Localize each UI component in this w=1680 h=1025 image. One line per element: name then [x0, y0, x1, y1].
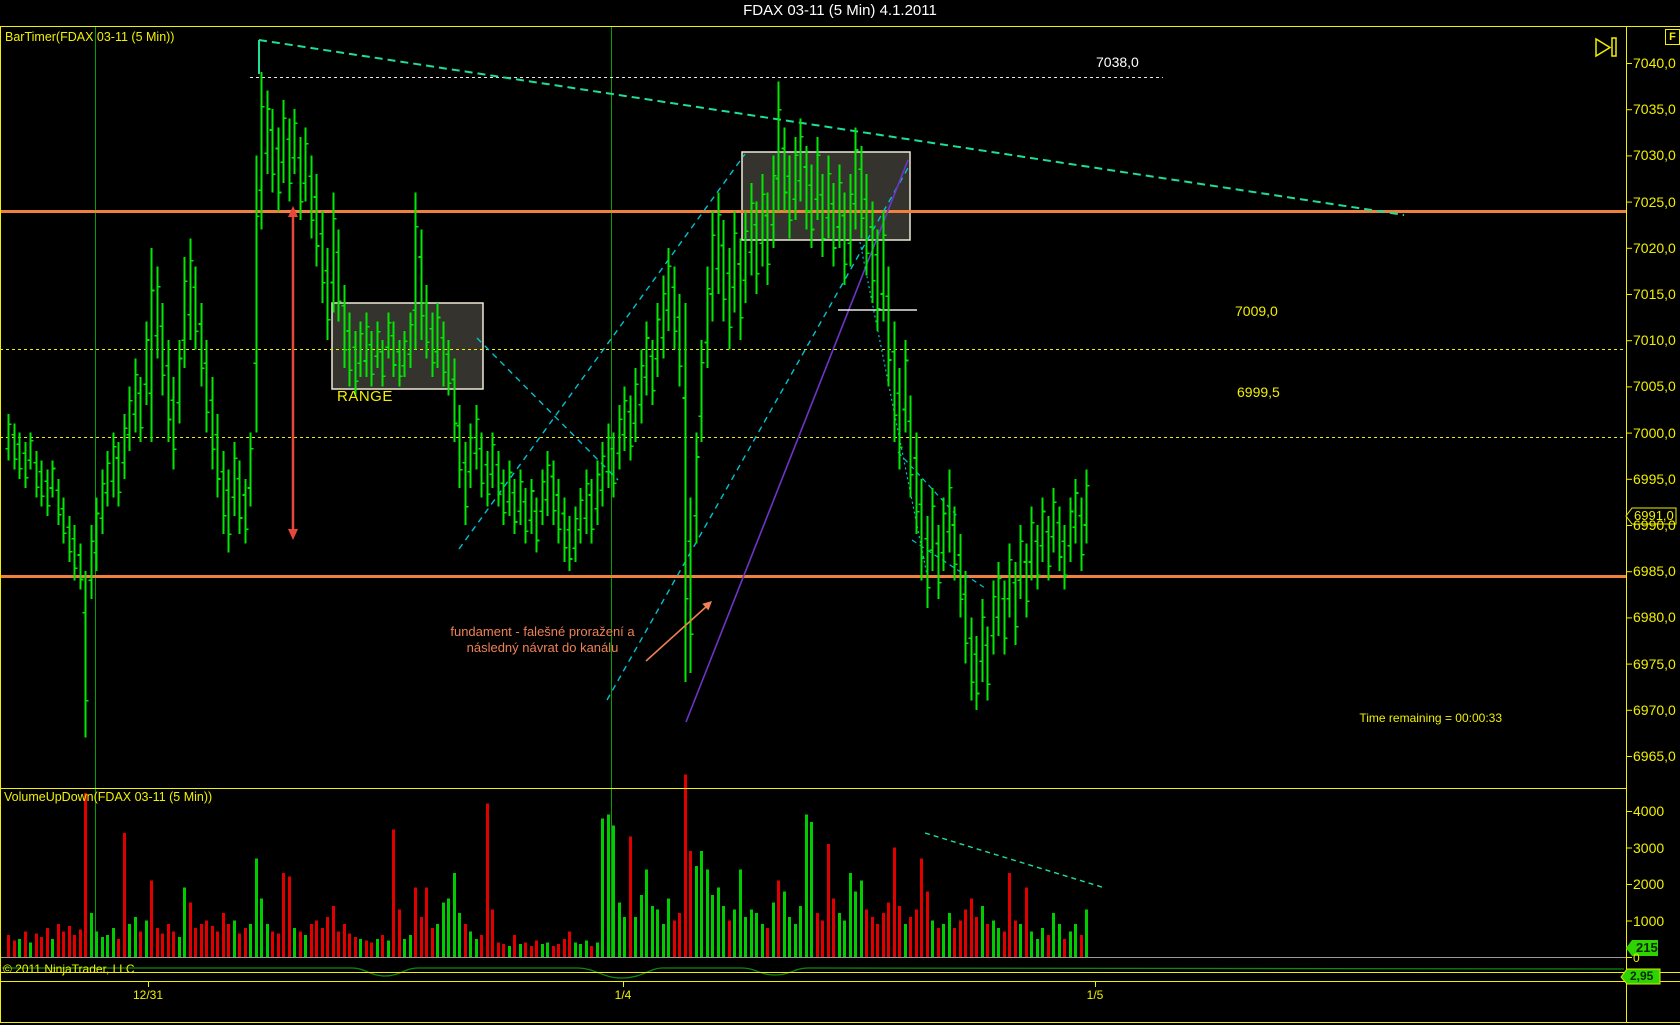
measure-arrow-head-up [288, 206, 298, 217]
window-title: FDAX 03-11 (5 Min) 4.1.2011 [743, 2, 937, 19]
volume-bars [7, 774, 1088, 957]
copyright-text: © 2011 NinjaTrader, LLC [3, 962, 135, 976]
trendline [458, 153, 746, 550]
volume-indicator-label: VolumeUpDown(FDAX 03-11 (5 Min)) [4, 790, 213, 804]
last-volume-badge-shape [1626, 940, 1658, 956]
time-remaining-text: Time remaining = 00:00:33 [1359, 711, 1502, 725]
bartimer-badge-shape [1620, 968, 1661, 985]
volume-axis-label: 1000 [1633, 912, 1665, 929]
price-axis-label: 7005,0 [1633, 378, 1676, 395]
note-arrow-head [702, 601, 712, 611]
volume-axis-label: 0 [1633, 951, 1640, 965]
price-axis-label: 7010,0 [1633, 332, 1676, 349]
trendline [606, 167, 909, 701]
chart-frame [0, 26, 1680, 1023]
volume-axis-label: 2000 [1633, 876, 1665, 892]
price-axis-label: 6975,0 [1633, 655, 1676, 672]
trendline [911, 539, 986, 589]
trendline [476, 337, 619, 481]
hline-6999-label: 6999,5 [1237, 384, 1280, 400]
trendline [258, 39, 1405, 216]
time-axis-label: 1/5 [1086, 988, 1104, 1002]
price-axis-label: 7030,0 [1633, 147, 1676, 164]
price-axis-label: 7015,0 [1633, 286, 1676, 302]
time-axis-label: 12/31 [132, 988, 164, 1002]
price-axis-label: 6980,0 [1633, 609, 1676, 626]
hline-7009-label: 7009,0 [1235, 303, 1278, 319]
trendline [924, 832, 1106, 889]
note-annotation-line1: fundament - falešné proražení a [450, 624, 635, 639]
price-axis-label: 7035,0 [1633, 101, 1676, 118]
price-axis-label: 6965,0 [1633, 748, 1676, 764]
last-price-badge: 6991,0 [1634, 508, 1674, 523]
note-annotation-line2: následný návrat do kanálu [466, 640, 619, 655]
price-axis-label: 7025,0 [1633, 193, 1676, 210]
price-axis-label: 6970,0 [1633, 701, 1676, 718]
bartimer-plot-line [2, 967, 1625, 979]
annotation-box [331, 302, 484, 390]
volume-axis-label: 3000 [1633, 839, 1665, 856]
note-arrow-line [645, 605, 708, 662]
high-line-label: 7038,0 [1096, 54, 1139, 70]
volume-axis-label: 4000 [1633, 803, 1665, 819]
trendline [685, 159, 909, 723]
bartimer-value-badge: 2,95 [1630, 969, 1654, 983]
price-axis-label: 6990,0 [1633, 517, 1676, 533]
measure-arrow-head-down [288, 529, 298, 540]
price-axis-label: 6985,0 [1633, 563, 1676, 580]
f-window-button[interactable]: F [1665, 29, 1680, 45]
trendline [897, 451, 959, 518]
last-price-badge-shape [1625, 507, 1677, 525]
play-step-icon[interactable] [1595, 37, 1617, 58]
range-annotation-label: RANGE [337, 388, 393, 405]
bartimer-indicator-label: BarTimer(FDAX 03-11 (5 Min)) [5, 30, 175, 44]
price-bars [5, 72, 1090, 738]
price-axis-label: 7020,0 [1633, 239, 1676, 256]
last-volume-badge: 215 [1636, 940, 1658, 955]
price-axis-label: 7040,0 [1633, 55, 1676, 71]
time-axis-label: 1/4 [614, 988, 632, 1002]
price-axis-label: 7000,0 [1633, 424, 1676, 441]
price-axis-label: 6995,0 [1633, 470, 1676, 487]
